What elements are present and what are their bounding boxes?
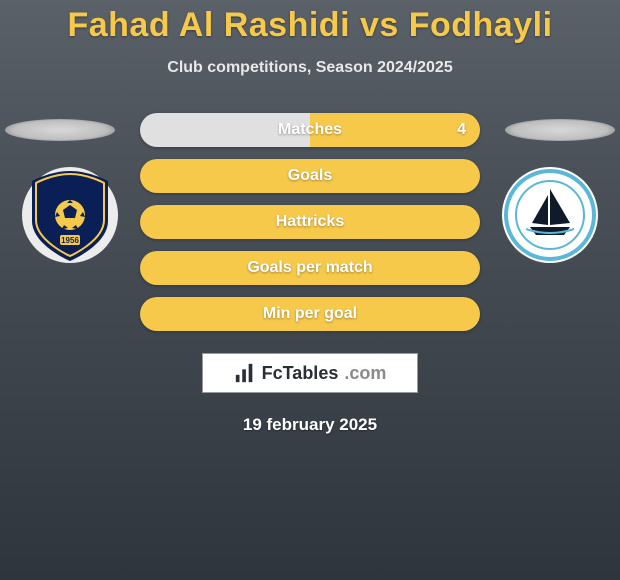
stat-label: Hattricks	[276, 213, 344, 231]
stat-label: Goals	[288, 167, 332, 185]
halo-right	[505, 119, 615, 141]
brand-main: FcTables	[262, 363, 339, 384]
page-title: Fahad Al Rashidi vs Fodhayli	[0, 0, 620, 45]
svg-text:ALTAAWOUN FC: ALTAAWOUN FC	[42, 182, 98, 189]
brand-suffix: .com	[344, 363, 386, 384]
halo-left	[5, 119, 115, 141]
team-left-crest-icon: ALTAAWOUN FC 1956	[20, 165, 120, 265]
svg-text:1956: 1956	[61, 236, 79, 245]
stat-row-min-per-goal: Min per goal	[140, 297, 480, 331]
stats-list: Matches 4 Goals Hattricks Goals per matc…	[140, 113, 480, 343]
stat-row-matches: Matches 4	[140, 113, 480, 147]
comparison-area: ALTAAWOUN FC 1956 Matches	[0, 113, 620, 333]
page-subtitle: Club competitions, Season 2024/2025	[0, 59, 620, 77]
team-right-badge	[500, 165, 600, 265]
bar-chart-icon	[234, 362, 256, 384]
team-right-crest-icon	[500, 165, 600, 265]
stat-label: Goals per match	[247, 259, 372, 277]
stat-value: 4	[457, 121, 466, 139]
stat-row-goals-per-match: Goals per match	[140, 251, 480, 285]
stat-label: Min per goal	[263, 305, 357, 323]
team-left-badge: ALTAAWOUN FC 1956	[20, 165, 120, 265]
stat-label: Matches	[278, 121, 342, 139]
brand-box: FcTables.com	[202, 353, 418, 393]
stat-row-hattricks: Hattricks	[140, 205, 480, 239]
footer-date: 19 february 2025	[0, 415, 620, 435]
stat-row-goals: Goals	[140, 159, 480, 193]
